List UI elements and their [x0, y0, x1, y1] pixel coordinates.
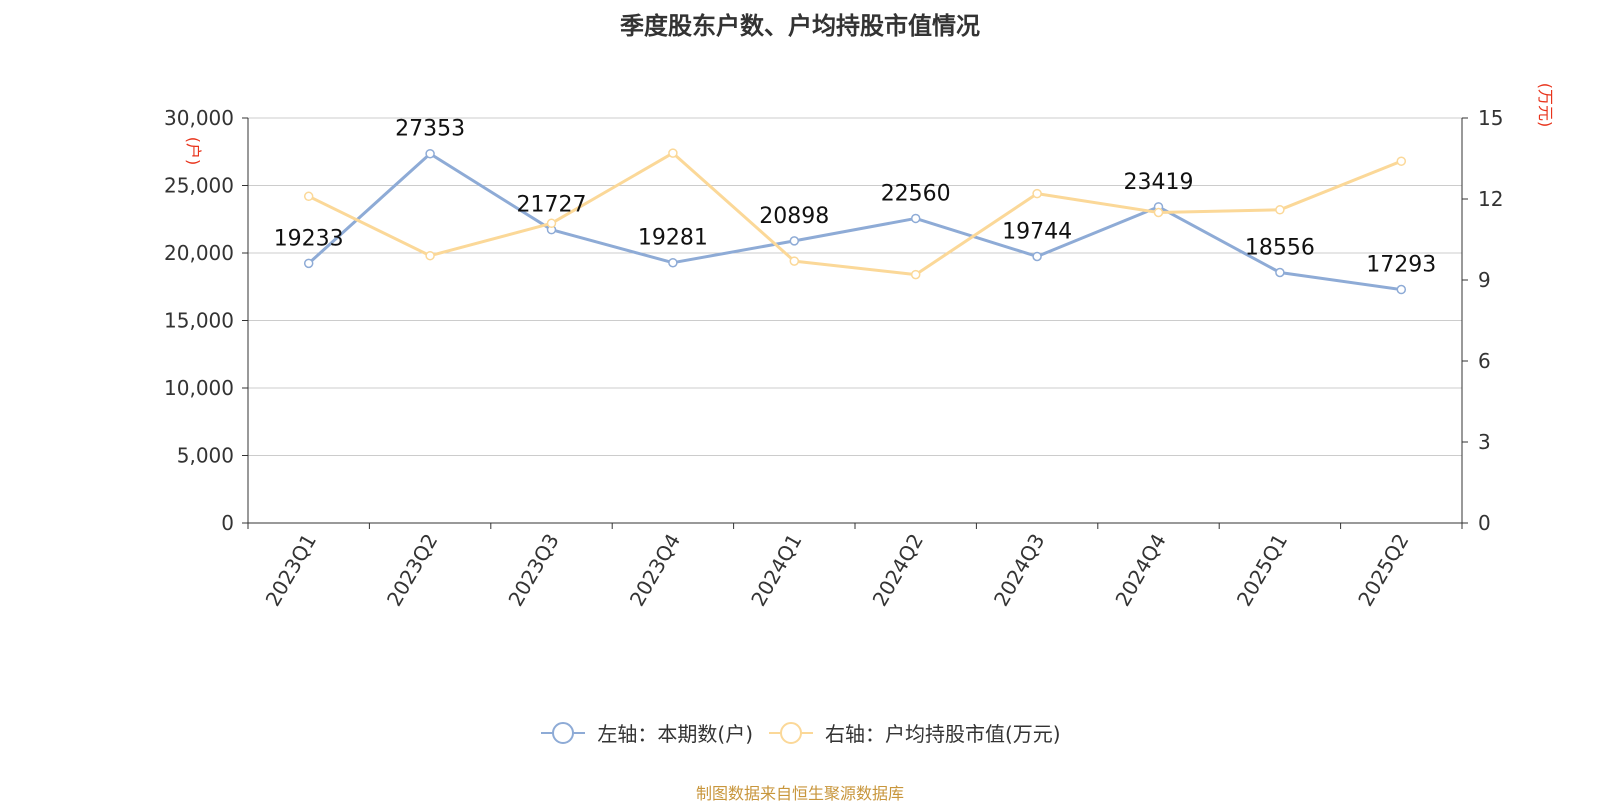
legend-symbol-blue — [539, 721, 587, 745]
chart-title: 季度股东户数、户均持股市值情况 — [620, 12, 980, 40]
right-axis-tick-label: 0 — [1478, 511, 1491, 535]
left-axis-tick-label: 20,000 — [164, 241, 234, 265]
left-axis-tick-label: 30,000 — [164, 106, 234, 130]
x-axis-tick-label: 2024Q4 — [1110, 530, 1170, 611]
data-label: 19744 — [1002, 219, 1072, 244]
x-axis-tick-label: 2025Q2 — [1353, 530, 1413, 611]
left-axis-unit-label: (户) — [184, 137, 203, 166]
right-axis-tick-label: 6 — [1478, 349, 1491, 373]
chart-area: 0 5,000 10,000 15,000 20,000 25,000 30,000 0 3 6 9… — [164, 83, 1555, 611]
data-point-left — [668, 257, 678, 268]
left-axis-tick-label: 0 — [221, 511, 234, 535]
right-axis-unit-label: (万元) — [1536, 83, 1555, 128]
data-point-left — [425, 148, 435, 159]
left-axis-tick-label: 10,000 — [164, 376, 234, 400]
data-point-right — [910, 269, 921, 280]
data-label: 21727 — [517, 193, 587, 218]
data-point-left — [910, 213, 921, 224]
data-label: 23419 — [1124, 170, 1194, 195]
legend-label-right-axis: 右轴：户均持股市值(万元) — [825, 722, 1061, 746]
data-point-left — [1275, 267, 1285, 278]
data-label: 20898 — [759, 204, 829, 229]
data-point-left — [1032, 251, 1042, 262]
right-axis-tick-label: 3 — [1478, 430, 1491, 454]
right-axis-tick-label: 12 — [1478, 187, 1503, 211]
right-axis-tick-label: 15 — [1478, 106, 1503, 130]
data-point-left — [1396, 284, 1407, 295]
left-axis-tick-label: 15,000 — [164, 309, 234, 333]
x-axis-tick-label: 2023Q2 — [382, 530, 442, 611]
data-point-right — [1153, 207, 1164, 218]
left-axis-tick-label: 25,000 — [164, 174, 234, 198]
data-label: 22560 — [881, 181, 951, 206]
source-note: 制图数据来自恒生聚源数据库 — [695, 784, 904, 803]
series-line-right — [308, 151, 1402, 277]
data-point-right — [668, 148, 678, 158]
series-line-left — [307, 152, 1402, 292]
data-label: 19281 — [638, 226, 708, 251]
data-point-right — [1275, 205, 1285, 215]
data-label: 18556 — [1245, 235, 1315, 260]
data-point-right — [303, 191, 314, 202]
legend-item-right-axis[interactable]: 右轴：户均持股市值(万元) — [767, 718, 1061, 747]
data-point-right — [789, 256, 800, 266]
data-point-right — [1396, 156, 1407, 166]
x-axis-tick-label: 2023Q1 — [261, 530, 321, 611]
legend-symbol-yellow — [767, 721, 815, 745]
data-point-right — [425, 250, 435, 261]
x-axis-tick-label: 2025Q1 — [1232, 530, 1292, 611]
x-axis-tick-label: 2024Q3 — [989, 530, 1049, 611]
x-axis-tick-label: 2024Q1 — [746, 530, 806, 611]
data-point-right — [1032, 188, 1042, 199]
data-label: 17293 — [1366, 253, 1436, 278]
legend-item-left-axis[interactable]: 左轴：本期数(户) — [539, 718, 753, 747]
left-axis-tick-label: 5,000 — [177, 444, 234, 468]
data-point-right — [546, 218, 557, 229]
x-axis-tick-label: 2024Q2 — [868, 530, 928, 611]
legend: 左轴：本期数(户) 右轴：户均持股市值(万元) — [0, 718, 1600, 747]
legend-label-left-axis: 左轴：本期数(户) — [597, 722, 753, 746]
data-point-left — [303, 258, 314, 269]
right-axis-tick-label: 9 — [1478, 268, 1491, 292]
data-label: 27353 — [395, 117, 465, 142]
data-label: 19233 — [274, 226, 344, 251]
x-axis-tick-label: 2023Q3 — [503, 530, 563, 611]
x-axis-tick-label: 2023Q4 — [625, 530, 685, 611]
data-point-left — [789, 236, 800, 246]
